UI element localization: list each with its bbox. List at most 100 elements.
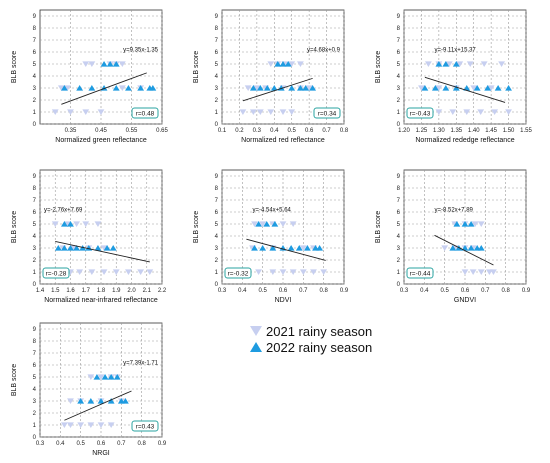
point-2022 [249,85,257,91]
r-value-label: r=-0.28 [46,270,67,277]
x-tick-label: 1.4 [36,288,45,294]
y-tick-label: 9 [33,327,37,333]
y-tick-label: 4 [33,74,37,80]
scatter-panel: 0 1 2 3 4 5 6 7 8 9 0.3 0.4 0.5 0.6 0.7 0.8 0.9 BLB score… [375,169,531,304]
regression-equation: y=-4.54x+5.64 [253,207,292,213]
point-2021 [269,269,277,275]
point-2022 [421,85,429,91]
y-tick-label: 0 [33,122,37,128]
y-tick-label: 8 [215,186,219,192]
point-2021 [51,221,59,227]
x-tick-label: 0.5 [440,288,449,294]
x-axis-label: Normalized red reflectance [241,137,325,144]
point-2021 [107,422,115,428]
y-tick-label: 6 [33,363,37,369]
point-2022 [67,221,74,227]
x-tick-label: 1.30 [433,128,445,134]
point-2021 [470,85,478,91]
point-2021 [94,221,102,227]
point-2022 [484,85,492,91]
point-2022 [77,398,85,404]
y-tick-label: 9 [397,14,401,20]
y-tick-label: 7 [397,198,401,204]
point-2021 [435,109,443,115]
point-2022 [494,85,502,91]
point-2021 [288,109,296,115]
point-2021 [97,374,105,380]
point-2021 [256,109,264,115]
point-2022 [302,85,310,91]
point-2022 [149,85,157,91]
x-tick-label: 1.45 [485,128,497,134]
y-axis-label: BLB score [11,364,18,396]
point-2022 [101,374,109,380]
point-2022 [100,61,108,67]
point-2022 [295,245,303,251]
point-2021 [137,269,145,275]
point-2022 [125,85,132,91]
scatter-panel: 0 1 2 3 4 5 6 7 8 9 1.20 1.25 1.30 1.35 1.40 1.45 1.50 1.… [375,9,532,144]
point-2022 [54,245,62,251]
point-2022 [255,221,262,227]
point-2022 [97,398,105,404]
x-tick-label: 0.5 [288,128,297,134]
y-tick-label: 2 [33,411,37,417]
x-tick-label: 1.50 [503,128,515,134]
point-2022 [467,221,475,227]
x-tick-label: 0.7 [299,288,308,294]
x-tick-label: 0.8 [340,128,349,134]
r-value-label: r=0.48 [136,110,155,117]
point-2021 [97,422,105,428]
r-value-box [313,107,341,119]
y-axis-label: BLB score [193,51,200,83]
regression-equation: y=4.68x+0.9 [307,47,341,53]
point-2022 [112,61,120,67]
point-2021 [456,61,464,67]
y-tick-label: 4 [33,387,37,393]
x-tick-label: 1.8 [97,288,106,294]
x-tick-label: 0.4 [420,288,429,294]
point-2022 [477,245,485,251]
point-2022 [442,61,450,67]
point-2022 [453,221,461,227]
point-2022 [107,398,115,404]
trend-line [246,238,326,261]
y-tick-label: 6 [33,50,37,56]
r-value-label: r=-0.43 [410,110,431,117]
point-2021 [435,85,443,91]
y-tick-label: 6 [215,50,219,56]
x-tick-label: 0.8 [319,288,328,294]
trend-line [55,240,150,263]
x-tick-label: 0.2 [235,128,244,134]
scatter-panel: 0 1 2 3 4 5 6 7 8 9 0.3 0.4 0.5 0.6 0.7 0.8 0.9 BLB score… [193,169,349,304]
point-2021 [82,61,90,67]
y-tick-label: 6 [215,210,219,216]
y-tick-label: 3 [397,86,401,92]
point-2021 [477,109,485,115]
point-2022 [107,374,115,380]
x-tick-label: 0.6 [279,288,288,294]
point-2022 [452,85,460,91]
x-tick-label: 0.8 [501,288,510,294]
point-2021 [320,269,328,275]
x-tick-label: 1.25 [416,128,428,134]
point-2022 [122,398,129,404]
y-tick-label: 2 [33,98,37,104]
point-2021 [477,269,485,275]
y-tick-label: 5 [215,222,219,228]
point-2022 [251,245,258,251]
point-2022 [461,245,469,251]
x-tick-label: 0.5 [76,441,85,447]
regression-equation: y=9.35x-1.35 [123,47,159,53]
x-tick-label: 0.8 [137,441,146,447]
y-tick-label: 2 [215,98,219,104]
y-tick-label: 5 [33,62,37,68]
point-2021 [299,245,307,251]
point-2021 [310,269,317,275]
point-2022 [263,221,271,227]
r-value-label: r=-0.32 [228,270,249,277]
point-2022 [263,85,271,91]
r-value-label: r=0.43 [136,423,155,430]
x-tick-label: 0.1 [218,128,227,134]
